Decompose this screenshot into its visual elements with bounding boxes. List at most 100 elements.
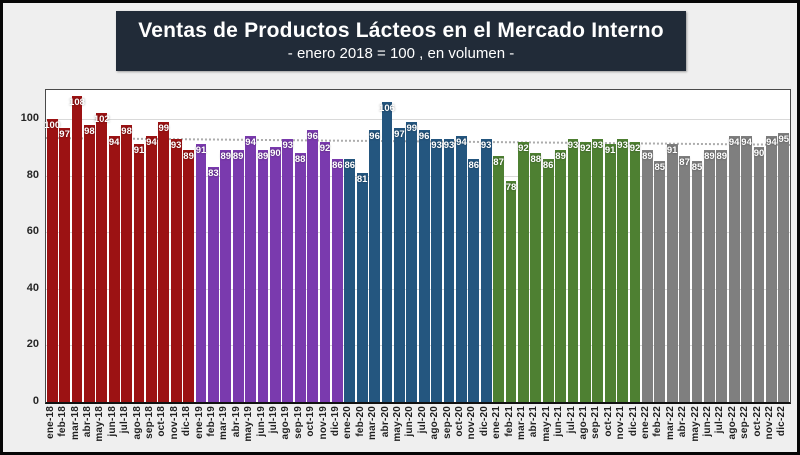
bar-value-label: 99 [158,122,170,134]
x-tick-label: oct-21 [602,406,614,437]
bar-value-label: 96 [418,131,430,143]
bar-abr-18: 98 [84,124,95,402]
x-tick-label: feb-22 [652,406,664,437]
bar-value-label: 93 [617,139,628,151]
x-tick-label: abr-21 [528,406,540,438]
x-tick-label: feb-19 [205,406,217,437]
bar-value-label: 93 [282,139,294,151]
bar-may-21: 86 [542,158,554,402]
x-tick-label: ene-21 [491,406,503,439]
bar-ago-19: 93 [282,138,294,402]
bar-sep-19: 88 [294,152,306,402]
bar-value-label: 93 [567,139,579,151]
x-tick-label: jul-20 [416,406,428,434]
x-tick-label: feb-21 [503,406,515,437]
bar-jun-20: 99 [406,121,418,402]
bar-value-label: 85 [654,162,666,174]
bar-jun-22: 89 [704,150,715,402]
bar-jul-22: 89 [716,150,728,402]
bar-mar-20: 96 [369,130,380,402]
x-tick-label: ago-19 [280,406,292,440]
bar-value-label: 87 [679,156,690,168]
bar-value-label: 93 [592,139,604,151]
bar-value-label: 88 [530,153,542,165]
bar-value-label: 91 [604,145,616,157]
bar-value-label: 94 [108,136,120,148]
bar-value-label: 95 [778,134,790,146]
y-tick-label: 100 [20,112,39,124]
bar-value-label: 94 [728,136,740,148]
bar-feb-18: 97 [59,127,70,402]
x-tick-label: oct-19 [305,406,317,437]
x-tick-label: jun-22 [701,406,713,437]
x-tick-label: jul-18 [119,406,131,434]
x-tick-label: sep-21 [590,406,602,439]
x-tick-label: jun-20 [404,406,416,437]
gridline [46,232,790,234]
gridline [46,345,790,347]
x-tick-label: abr-20 [379,406,391,438]
x-tick-label: may-22 [689,406,701,442]
bar-ene-22: 89 [642,150,653,402]
bar-value-label: 86 [332,159,343,171]
bar-may-18: 102 [94,113,110,402]
x-tick-label: jun-21 [553,406,565,437]
y-tick-label: 80 [26,168,39,181]
x-tick-label: ene-19 [193,406,205,439]
x-tick-label: nov-21 [615,406,627,440]
x-tick-label: mar-19 [218,406,230,440]
gridline [46,175,790,177]
x-tick-label: oct-20 [453,406,465,437]
bar-ago-20: 93 [431,138,442,402]
x-tick-label: ene-18 [44,406,56,439]
bar-nov-21: 93 [617,138,628,402]
x-tick-label: dic-22 [776,406,788,437]
bar-ene-18: 100 [44,119,60,402]
bar-value-label: 89 [704,151,715,163]
bar-value-label: 89 [232,151,244,163]
bar-ene-21: 87 [493,155,504,402]
bar-value-label: 90 [270,148,281,160]
x-tick-label: ago-21 [577,406,589,440]
bar-value-label: 92 [518,142,529,154]
x-tick-label: abr-22 [677,406,689,438]
bar-mar-18: 108 [69,96,85,402]
bar-dic-20: 93 [480,138,492,402]
x-tick-label: mar-22 [664,406,676,440]
bar-jul-20: 96 [418,130,430,402]
bar-mar-22: 91 [666,144,678,402]
x-tick-label: mar-20 [367,406,379,440]
bar-abr-20: 106 [379,102,395,402]
bar-sep-21: 93 [592,138,604,402]
bar-sep-18: 94 [146,135,157,402]
x-tick-label: sep-19 [292,406,304,439]
bar-value-label: 89 [257,151,269,163]
bar-ago-18: 91 [133,144,145,402]
x-tick-label: mar-21 [515,406,527,440]
x-tick-label: ene-20 [342,406,354,439]
x-tick-label: jun-18 [106,406,118,437]
bar-value-label: 93 [443,139,455,151]
bar-value-label: 81 [356,173,368,185]
bar-value-label: 94 [245,136,256,148]
bar-feb-22: 85 [654,161,666,402]
x-tick-label: dic-18 [181,406,193,437]
bar-nov-18: 93 [170,138,182,402]
bar-value-label: 92 [319,142,331,154]
x-tick-label: oct-22 [751,406,763,437]
bar-sep-22: 94 [741,135,752,402]
bar-mar-19: 89 [220,150,232,402]
bar-value-label: 91 [195,145,207,157]
chart-title: Ventas de Productos Lácteos en el Mercad… [138,19,664,42]
bar-value-label: 94 [741,136,752,148]
y-tick-label: 20 [26,338,39,351]
bar-dic-22: 95 [778,133,790,402]
x-tick-label: jul-19 [267,406,279,434]
bar-value-label: 89 [555,151,566,163]
bar-value-label: 85 [691,162,703,174]
bar-abr-21: 88 [530,152,542,402]
bar-value-label: 86 [344,159,356,171]
x-tick-label: nov-20 [466,406,478,440]
bar-value-label: 87 [493,156,504,168]
